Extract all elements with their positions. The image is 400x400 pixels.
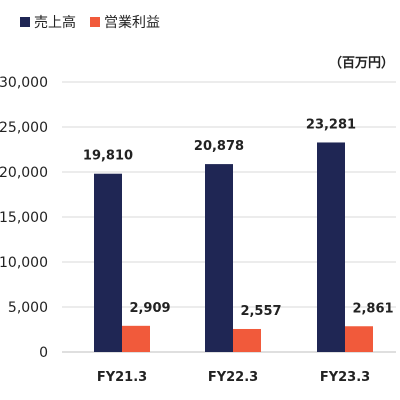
legend-swatch-sales (20, 17, 30, 27)
legend: 売上高 営業利益 (20, 12, 174, 32)
data-label-sales: 19,810 (83, 149, 133, 164)
x-category-label: FY21.3 (97, 370, 147, 385)
data-label-operating-profit: 2,557 (240, 304, 281, 319)
legend-item-operating-profit: 営業利益 (90, 12, 160, 32)
y-tick-label: 30,000 (0, 75, 48, 91)
bar-sales-fy23-3 (317, 142, 345, 352)
data-label-operating-profit: 2,861 (352, 301, 393, 316)
y-tick-label: 20,000 (0, 165, 48, 181)
legend-label-operating-profit: 営業利益 (104, 15, 160, 31)
y-tick-label: 10,000 (0, 255, 48, 271)
legend-swatch-operating-profit (90, 17, 100, 27)
bar-operating-profit-fy23-3 (345, 326, 373, 352)
bar-operating-profit-fy21-3 (122, 325, 150, 352)
y-tick-label: 25,000 (0, 120, 48, 136)
y-tick-label: 0 (39, 345, 48, 361)
y-tick-label: 15,000 (0, 210, 48, 226)
bar-operating-profit-fy22-3 (233, 328, 261, 352)
data-label-operating-profit: 2,909 (129, 301, 170, 316)
legend-item-sales: 売上高 (20, 12, 76, 32)
unit-label: （百万円） (328, 56, 394, 71)
y-tick-label: 5,000 (8, 300, 48, 316)
x-category-label: FY22.3 (208, 370, 258, 385)
legend-label-sales: 売上高 (34, 15, 76, 31)
data-label-sales: 23,281 (306, 117, 356, 132)
data-label-sales: 20,878 (194, 139, 244, 154)
bar-sales-fy22-3 (205, 164, 233, 352)
x-category-label: FY23.3 (320, 370, 370, 385)
bar-sales-fy21-3 (94, 173, 122, 352)
